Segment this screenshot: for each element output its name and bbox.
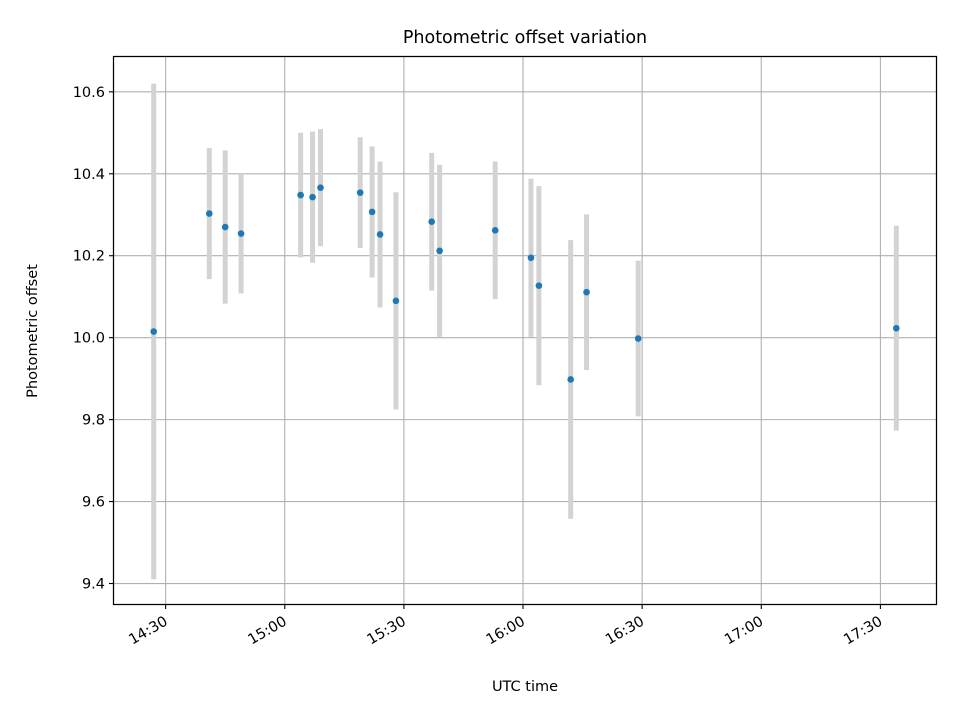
data-point (567, 376, 574, 383)
data-point (368, 208, 376, 216)
x-tick-label: 17:00 (722, 614, 766, 649)
data-point (376, 231, 384, 238)
x-tick-label: 15:00 (246, 614, 290, 649)
data-point (491, 227, 499, 234)
data-point (436, 247, 443, 255)
data-point (150, 328, 158, 335)
y-axis-ticks: 9.4 9.6 9.8 10.0 10.2 10.4 10.6 (73, 85, 114, 593)
chart-title: Photometric offset variation (403, 28, 647, 48)
y-tick-label: 10.2 (73, 249, 105, 265)
data-point (634, 335, 642, 342)
y-tick-label: 10.4 (73, 167, 105, 183)
x-tick-label: 16:00 (484, 614, 528, 649)
x-axis-label: UTC time (492, 679, 558, 695)
data-points (150, 184, 900, 383)
y-tick-label: 9.4 (82, 577, 105, 593)
grid (114, 57, 936, 604)
data-point (309, 193, 316, 201)
data-point (527, 254, 535, 262)
data-point (583, 288, 590, 296)
y-tick-label: 9.6 (82, 495, 105, 511)
errorbars (151, 83, 899, 580)
x-tick-label: 14:30 (126, 614, 170, 649)
data-point (535, 282, 543, 289)
data-point (206, 210, 213, 217)
data-point (237, 230, 245, 237)
y-tick-label: 9.8 (82, 413, 105, 429)
data-point (392, 297, 400, 305)
y-tick-label: 10.0 (73, 331, 105, 347)
x-tick-label: 17:30 (841, 614, 885, 649)
y-axis-label: Photometric offset (25, 264, 41, 398)
x-tick-label: 15:30 (365, 614, 409, 649)
data-point (428, 218, 435, 226)
data-point (892, 324, 900, 332)
x-axis-ticks: 14:30 15:00 15:30 16:00 16:30 17:00 17:30 (126, 604, 885, 648)
data-point (317, 184, 324, 192)
data-point (221, 223, 229, 231)
data-point (297, 191, 304, 199)
plot-area-frame (112, 55, 938, 606)
x-tick-label: 16:30 (603, 614, 647, 649)
y-tick-label: 10.6 (73, 85, 105, 101)
data-point (356, 189, 364, 196)
